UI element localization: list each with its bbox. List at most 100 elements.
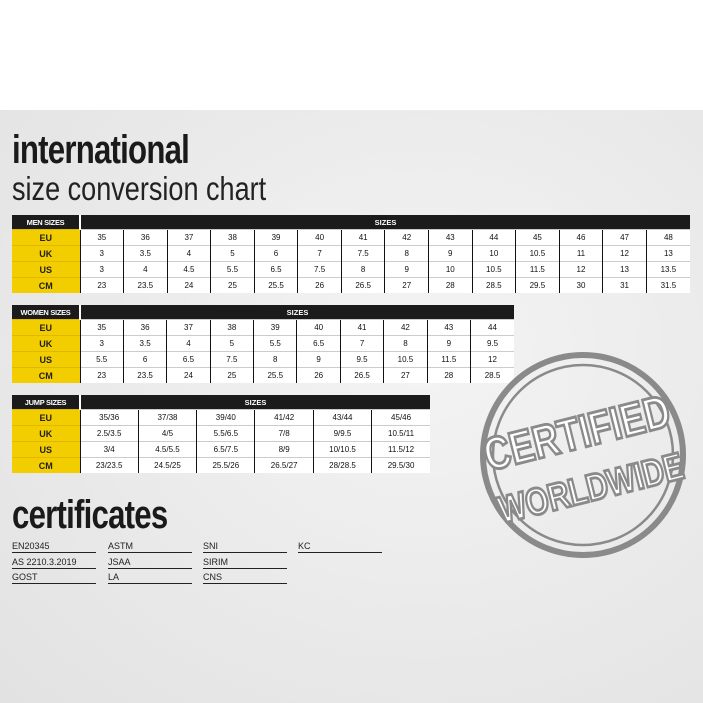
- table-label: JUMP SIZES: [12, 395, 81, 410]
- row-label: CM: [12, 277, 80, 293]
- size-cell: 13.5: [645, 261, 690, 278]
- size-cell: 7.5: [340, 245, 385, 262]
- row-label: EU: [12, 229, 80, 246]
- women-sizes-table: WOMEN SIZES SIZES EU 35 36 37 38 39 40 41 42 43 44 UK…: [12, 305, 514, 383]
- size-cell: 35: [79, 229, 124, 246]
- size-cell: 44: [471, 229, 516, 246]
- certificate-item: LA: [108, 571, 192, 584]
- size-cell: 7.5: [297, 261, 342, 278]
- stamp-outer-ring: [480, 352, 686, 558]
- size-cell: 6.5: [296, 335, 341, 352]
- row-label: US: [12, 261, 80, 278]
- size-cell: 6: [122, 351, 167, 368]
- table-row: US 5.5 6 6.5 7.5 8 9 9.5 10.5 11.5 12: [12, 351, 514, 368]
- jump-sizes-table: JUMP SIZES SIZES EU 35/36 37/38 39/40 41/42 43/…: [12, 395, 430, 473]
- size-cell: 23: [79, 367, 124, 383]
- size-cell: 9: [428, 245, 473, 262]
- size-cell: 45: [515, 229, 560, 246]
- size-cell: 43: [428, 229, 473, 246]
- size-cell: 37: [166, 229, 211, 246]
- size-cell: 28: [428, 277, 473, 293]
- size-cell: 6.5: [253, 261, 298, 278]
- certificate-item: SNI: [203, 540, 287, 553]
- row-label: UK: [12, 335, 80, 352]
- certificate-item: GOST: [12, 571, 96, 584]
- size-cell: 5: [209, 335, 254, 352]
- size-cell: 36: [122, 319, 167, 336]
- size-cell: 4: [166, 335, 211, 352]
- size-cell: 28/28.5: [312, 457, 372, 473]
- size-cell: 7.5: [209, 351, 254, 368]
- size-cell: 23: [79, 277, 124, 293]
- size-cell: 9: [296, 351, 341, 368]
- table-header-row: MEN SIZES SIZES: [12, 215, 690, 230]
- certificate-item: AS 2210.3.2019: [12, 556, 96, 569]
- size-cell: 3: [79, 261, 124, 278]
- size-cell: 8/9: [254, 441, 314, 458]
- table-row: UK 2.5/3.5 4/5 5.5/6.5 7/8 9/9.5 10.5/11: [12, 425, 430, 442]
- table-label: WOMEN SIZES: [12, 305, 81, 320]
- size-cell: 46: [558, 229, 603, 246]
- table-row: EU 35/36 37/38 39/40 41/42 43/44 45/46: [12, 409, 430, 426]
- certified-worldwide-stamp: CERTIFIED WORLDWIDE: [478, 352, 688, 558]
- size-cell: 36: [123, 229, 168, 246]
- size-cell: 6.5: [166, 351, 211, 368]
- table-row: US 3 4 4.5 5.5 6.5 7.5 8 9 10 10.5 11.5 12 13 13.5: [12, 261, 690, 278]
- size-cell: 10.5/11: [371, 425, 430, 442]
- size-cell: 10.5: [515, 245, 560, 262]
- size-cell: 7: [297, 245, 342, 262]
- table-row: CM 23 23.5 24 25 25.5 26 26.5 27 28 28.5: [12, 367, 514, 383]
- size-cell: 42: [383, 319, 428, 336]
- size-cell: 11.5: [426, 351, 471, 368]
- size-cell: 39: [253, 319, 297, 336]
- size-cell: 25: [209, 367, 254, 383]
- size-cell: 4: [166, 245, 211, 262]
- top-blank-area: [0, 0, 703, 110]
- sizes-header: SIZES: [80, 305, 514, 320]
- size-cell: 4.5: [166, 261, 211, 278]
- size-cell: 10: [428, 261, 473, 278]
- size-cell: 3: [79, 245, 124, 262]
- size-cell: 27: [383, 367, 428, 383]
- size-cell: 27: [384, 277, 429, 293]
- size-cell: 29.5/30: [371, 457, 430, 473]
- size-cell: 44: [470, 319, 514, 336]
- size-cell: 39/40: [196, 409, 255, 426]
- table-row: UK 3 3.5 4 5 5.5 6.5 7 8 9 9.5: [12, 335, 514, 352]
- size-cell: 9.5: [470, 335, 514, 352]
- table-header-row: WOMEN SIZES SIZES: [12, 305, 514, 320]
- table-row: EU 35 36 37 38 39 40 41 42 43 44: [12, 319, 514, 336]
- men-sizes-table: MEN SIZES SIZES EU 35 36 37 38 39 40 41 42 43 44 45 46…: [12, 215, 690, 293]
- sizes-header: SIZES: [80, 395, 430, 410]
- row-label: EU: [12, 319, 80, 336]
- size-cell: 11: [558, 245, 603, 262]
- size-cell: 40: [297, 229, 342, 246]
- size-cell: 35/36: [79, 409, 139, 426]
- certificate-item: EN20345: [12, 540, 96, 553]
- table-header-row: JUMP SIZES SIZES: [12, 395, 430, 410]
- table-row: EU 35 36 37 38 39 40 41 42 43 44 45 46 47 48: [12, 229, 690, 246]
- size-cell: 13: [645, 245, 690, 262]
- size-cell: 9: [384, 261, 429, 278]
- size-cell: 23.5: [122, 367, 167, 383]
- size-cell: 10/10.5: [312, 441, 372, 458]
- size-cell: 45/46: [371, 409, 430, 426]
- size-cell: 24: [166, 277, 211, 293]
- size-cell: 41: [339, 319, 384, 336]
- size-cell: 25: [210, 277, 255, 293]
- row-label: UK: [12, 245, 80, 262]
- size-cell: 26.5: [339, 367, 384, 383]
- size-cell: 26: [297, 277, 342, 293]
- size-cell: 26.5: [340, 277, 385, 293]
- certificate-item: SIRIM: [203, 556, 287, 569]
- size-cell: 25.5/26: [196, 457, 255, 473]
- size-cell: 26.5/27: [254, 457, 314, 473]
- size-cell: 35: [79, 319, 124, 336]
- size-cell: 48: [645, 229, 690, 246]
- table-row: UK 3 3.5 4 5 6 7 7.5 8 9 10 10.5 11 12 13: [12, 245, 690, 262]
- size-cell: 26: [296, 367, 341, 383]
- certificate-item: KC: [298, 540, 382, 553]
- size-cell: 24.5/25: [137, 457, 197, 473]
- size-cell: 6: [253, 245, 298, 262]
- size-cell: 31: [602, 277, 647, 293]
